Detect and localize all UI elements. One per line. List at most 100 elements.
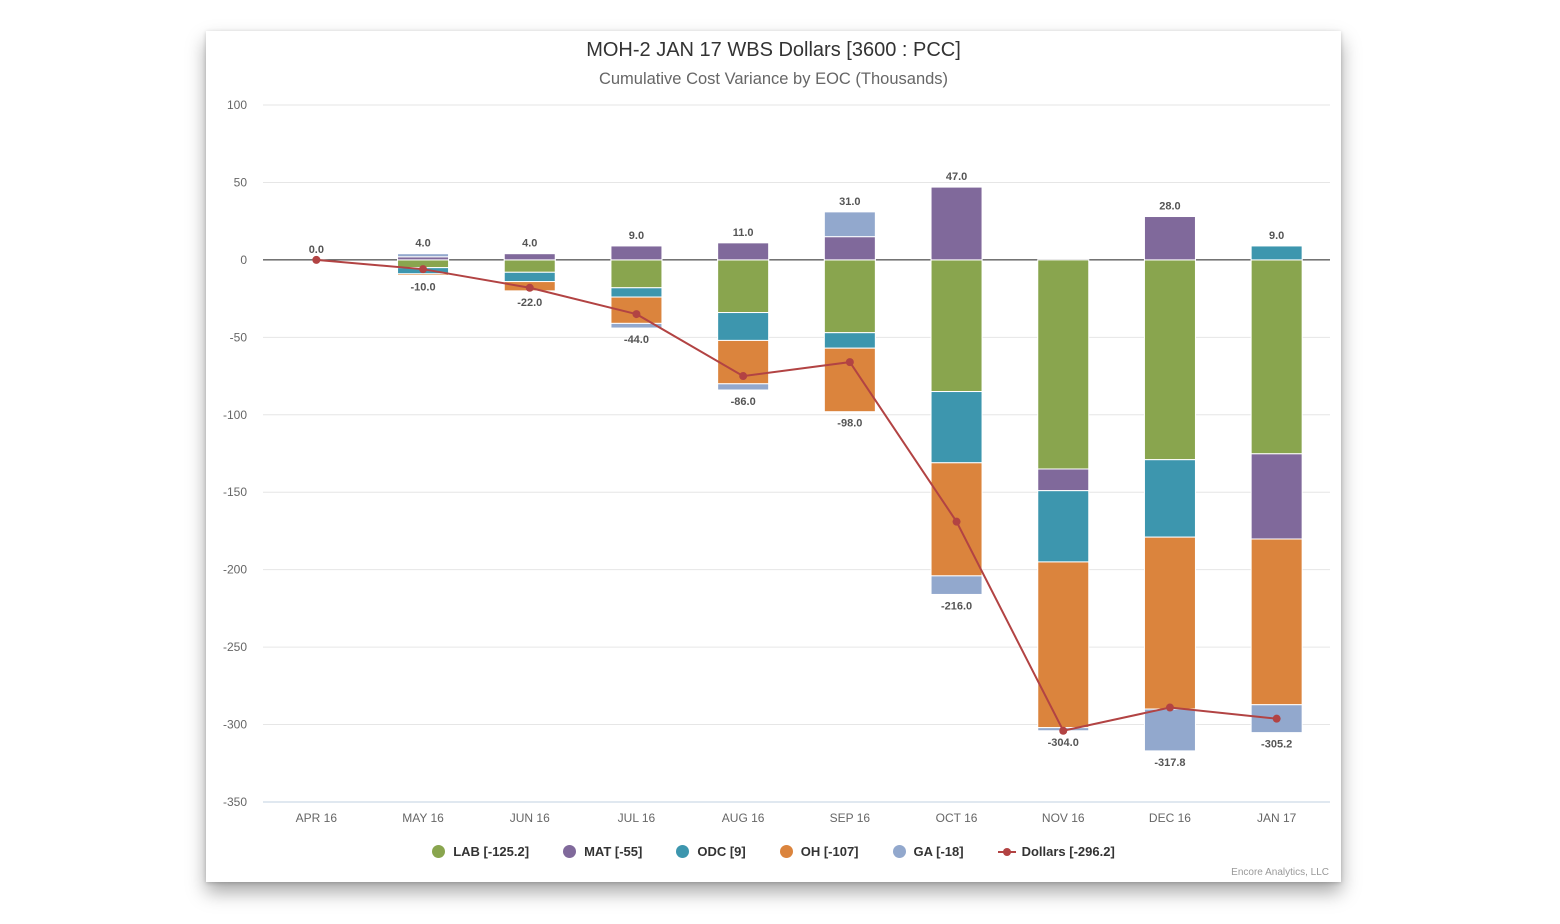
stack-total-label: -86.0 xyxy=(731,396,756,408)
y-tick-label: 0 xyxy=(240,253,247,267)
bar-segment xyxy=(823,259,876,334)
bar-segment xyxy=(717,383,770,391)
stack-total-label: -216.0 xyxy=(941,600,972,612)
x-tick-label: APR 16 xyxy=(296,811,338,825)
dollars-point xyxy=(952,517,961,526)
legend-dot-icon xyxy=(779,845,793,858)
bar-segment xyxy=(823,332,876,349)
stack-total-label: -22.0 xyxy=(517,297,542,309)
y-tick-label: -150 xyxy=(223,485,247,499)
bar-segment xyxy=(717,259,770,314)
x-tick-label: JAN 17 xyxy=(1257,811,1297,825)
dollars-point xyxy=(525,283,534,292)
bar-segment xyxy=(1143,216,1196,261)
legend-label: LAB [-125.2] xyxy=(453,844,530,859)
bar-segment xyxy=(1250,245,1303,261)
stack-total-label: -10.0 xyxy=(411,281,436,293)
y-tick-label: -250 xyxy=(223,640,247,654)
y-tick-label: -200 xyxy=(223,563,247,577)
stack-total-label: 0.0 xyxy=(309,244,324,256)
stack-total-label: -304.0 xyxy=(1048,737,1079,749)
y-tick-label: 100 xyxy=(227,98,247,112)
stack-total-label: -44.0 xyxy=(624,334,649,346)
y-tick-label: -100 xyxy=(223,408,247,422)
dollars-point xyxy=(1272,714,1281,723)
bar-segment xyxy=(717,242,770,261)
legend-item[interactable]: LAB [-125.2] xyxy=(432,844,529,859)
bar-segment xyxy=(1037,468,1090,492)
legend-label: ODC [9] xyxy=(697,844,746,859)
x-tick-label: SEP 16 xyxy=(830,811,871,825)
legend-label: Dollars [-296.2] xyxy=(1021,844,1115,859)
stack-total-label: 28.0 xyxy=(1159,201,1180,213)
bar-segment xyxy=(823,347,876,413)
bar-segment xyxy=(1143,259,1196,461)
bar-segment xyxy=(1250,259,1303,455)
stack-total-label: -98.0 xyxy=(837,418,862,430)
legend-dot-icon xyxy=(892,845,906,858)
legend-dot-icon xyxy=(432,845,446,858)
bar-segment xyxy=(1143,459,1196,538)
stack-total-label: 9.0 xyxy=(629,230,644,242)
chart-card: MOH-2 JAN 17 WBS Dollars [3600 : PCC] Cu… xyxy=(206,31,1341,882)
legend-item[interactable]: Dollars [-296.2] xyxy=(997,844,1115,859)
y-tick-label: -350 xyxy=(223,795,247,809)
stack-total-label: -305.2 xyxy=(1261,739,1292,751)
x-tick-label: JUL 16 xyxy=(618,811,656,825)
y-tick-label: -300 xyxy=(223,718,247,732)
stack-total-label: -317.8 xyxy=(1154,757,1185,769)
y-tick-label: 50 xyxy=(234,175,248,189)
legend-item[interactable]: ODC [9] xyxy=(676,844,746,859)
bar-segment xyxy=(717,312,770,341)
x-tick-label: DEC 16 xyxy=(1149,811,1191,825)
bar-segment xyxy=(610,245,663,261)
bar-segment xyxy=(930,186,983,261)
x-tick-label: JUN 16 xyxy=(510,811,550,825)
legend-label: MAT [-55] xyxy=(584,844,643,859)
legend-dot-icon xyxy=(676,845,690,858)
stack-total-label: 9.0 xyxy=(1269,230,1284,242)
legend-line-icon xyxy=(997,845,1016,858)
stack-total-label: 11.0 xyxy=(733,227,754,239)
bar-segment xyxy=(1143,536,1196,710)
legend-item[interactable]: GA [-18] xyxy=(892,844,964,859)
bar-segment xyxy=(610,287,663,298)
dollars-point xyxy=(845,358,854,367)
stack-total-label: 4.0 xyxy=(522,238,537,250)
dollars-point xyxy=(632,310,641,319)
legend-dot-icon xyxy=(563,845,577,858)
chart-title: MOH-2 JAN 17 WBS Dollars [3600 : PCC] xyxy=(586,39,961,61)
bar-segment xyxy=(397,273,450,276)
bar-segment xyxy=(1250,453,1303,540)
legend-item[interactable]: MAT [-55] xyxy=(563,844,642,859)
stack-total-label: 31.0 xyxy=(839,196,860,208)
bar-segment xyxy=(610,322,663,329)
chart-plot: 100 50 0 -50 -100 -150 -200 -250 -300 -350 APR 16 M… xyxy=(223,98,1330,825)
bar-segment xyxy=(610,259,663,289)
legend-item[interactable]: OH [-107] xyxy=(779,844,859,859)
x-tick-label: OCT 16 xyxy=(936,811,978,825)
bar-segment xyxy=(1250,538,1303,706)
bar-segment xyxy=(823,236,876,261)
stack-total-label: 4.0 xyxy=(415,238,430,250)
legend-label: OH [-107] xyxy=(800,844,859,859)
x-tick-label: AUG 16 xyxy=(722,811,765,825)
y-tick-label: -50 xyxy=(230,330,248,344)
dollars-point xyxy=(1059,726,1068,735)
bar-segment xyxy=(930,575,983,595)
credits-text[interactable]: Encore Analytics, LLC xyxy=(1231,867,1329,878)
dollars-point xyxy=(419,265,428,274)
dollars-line xyxy=(316,258,1277,732)
bar-segment xyxy=(503,253,556,261)
x-tick-label: MAY 16 xyxy=(402,811,444,825)
dollars-point xyxy=(312,255,321,264)
x-tick-label: NOV 16 xyxy=(1042,811,1085,825)
legend-label: GA [-18] xyxy=(913,844,964,859)
bar-segment xyxy=(503,259,556,273)
bar-segment xyxy=(930,391,983,464)
bar-segment xyxy=(1037,490,1090,563)
bar-segment xyxy=(1037,259,1090,470)
dollars-point xyxy=(1165,703,1174,712)
bar-segment xyxy=(1143,708,1196,752)
bar-segment xyxy=(1037,561,1090,729)
